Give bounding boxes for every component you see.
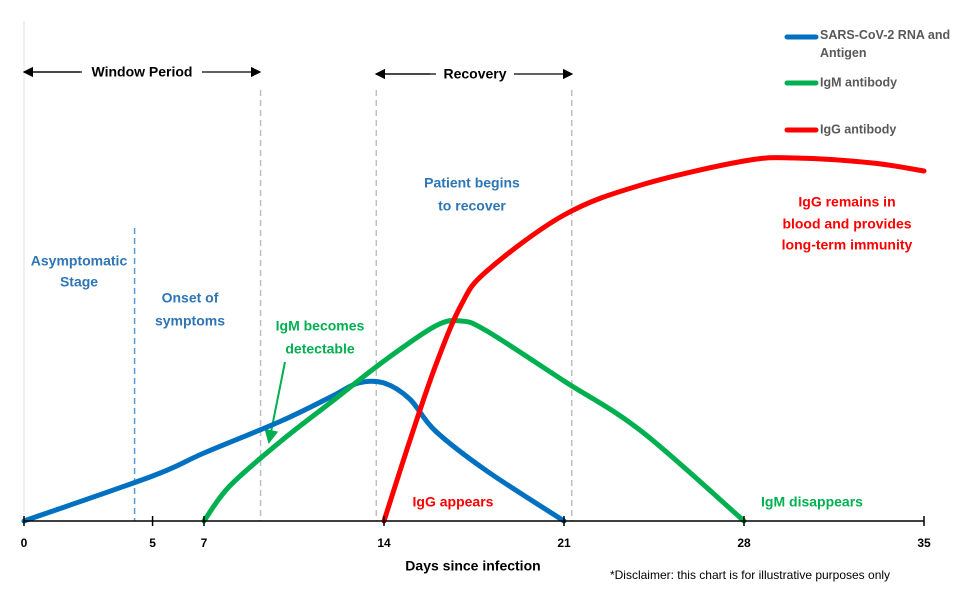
series-line (381, 155, 927, 524)
annotation: Stage (60, 274, 98, 290)
annotation: IgM disappears (761, 494, 863, 510)
annotation: IgM becomes (276, 318, 365, 334)
x-tick-label: 7 (201, 536, 208, 550)
label-bg (82, 62, 202, 84)
legend-label: IgG antibody (820, 122, 896, 136)
disclaimer: *Disclaimer: this chart is for illustrat… (610, 568, 890, 582)
period-label: Window Period (92, 64, 193, 80)
annotation-arrow (264, 361, 286, 444)
annotation: to recover (438, 198, 506, 214)
x-tick-label: 14 (377, 536, 391, 550)
x-tick-label: 28 (737, 536, 751, 550)
annotation: IgG remains in (798, 194, 895, 210)
legend-label: SARS-CoV-2 RNA and Antigen (820, 28, 951, 60)
x-tick-label: 5 (149, 536, 156, 550)
annotation: Patient begins (424, 175, 520, 191)
x-tick-label: 21 (557, 536, 571, 550)
series-line (201, 317, 747, 524)
annotation: symptoms (155, 313, 225, 329)
annotation: Asymptomatic (31, 253, 128, 269)
period-label: Recovery (443, 66, 506, 82)
annotation: long-term immunity (782, 237, 913, 253)
annotation: detectable (285, 341, 354, 357)
x-axis-label: Days since infection (405, 558, 540, 574)
legend-text: SARS-CoV-2 RNA and Antigen (820, 28, 951, 60)
x-tick-label: 0 (21, 536, 28, 550)
annotation: blood and provides (782, 216, 911, 232)
annotation: Onset of (162, 290, 219, 306)
x-tick-label: 35 (917, 536, 931, 550)
legend-label: IgM antibody (820, 75, 897, 89)
annotation: IgG appears (413, 494, 494, 510)
label-bg (436, 64, 514, 86)
